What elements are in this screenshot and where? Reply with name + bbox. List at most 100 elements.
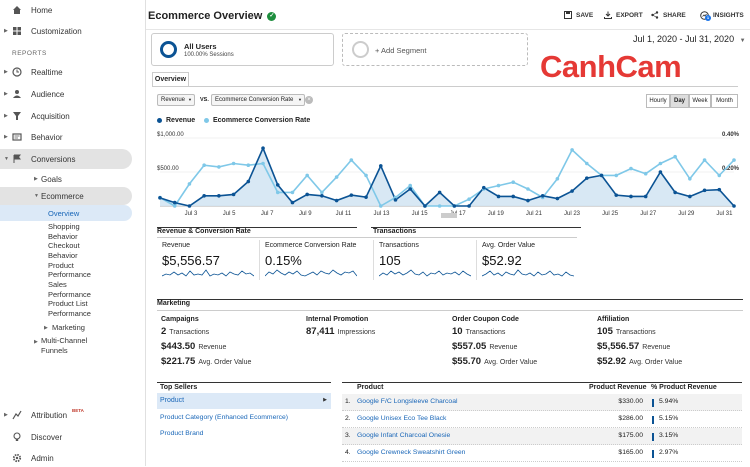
sidebar-item-ecommerce[interactable]: ▼ Ecommerce (0, 187, 132, 205)
conversion-rate-point (187, 182, 192, 186)
sidebar-item-label: Funnels (41, 346, 68, 355)
marketing-title: Order Coupon Code (452, 316, 519, 323)
revenue-point (467, 204, 471, 208)
metric1-select[interactable]: Revenue ▼ (157, 94, 195, 106)
sidebar-item-label: Home (31, 5, 53, 15)
sidebar-item-audience[interactable]: ▶ Audience (0, 85, 146, 103)
x-tick-label: Jul 13 (373, 211, 390, 217)
save-button[interactable]: SAVE (564, 11, 593, 19)
revenue-point (305, 192, 309, 197)
save-icon (564, 11, 572, 19)
revenue-point (334, 198, 339, 203)
marketing-revenue-label: Revenue (198, 344, 227, 351)
month-button[interactable]: Month (711, 94, 738, 108)
kpi-value: $52.92 (482, 253, 522, 268)
sidebar-item-conversions[interactable]: ▼ Conversions (0, 149, 132, 169)
insights-icon: 1 (700, 11, 711, 21)
sidebar-item-realtime[interactable]: ▶ Realtime (0, 63, 146, 81)
sidebar-item-customization[interactable]: ▶ Customization (0, 22, 146, 40)
sidebar-item-admin[interactable]: Admin (0, 449, 146, 467)
table-row[interactable]: 4. Google Crewneck Sweatshirt Green $165.0… (342, 445, 742, 462)
top-sellers-category[interactable]: Product Category (Enhanced Ecommerce) (160, 414, 289, 421)
segment-all-users[interactable]: All Users 100.00% Sessions (151, 33, 334, 66)
revenue-point (540, 194, 545, 198)
product-link[interactable]: Google Unisex Eco Tee Black (357, 415, 447, 422)
top-sellers-product[interactable]: Product ▶ (157, 393, 331, 409)
flag-icon (12, 154, 22, 164)
divider (157, 237, 577, 238)
sidebar-item-label: Admin (31, 453, 54, 463)
line-chart: $1,000.00 $500.00 0.40% 0.20% Jul 3 Jul 5 Jul … (157, 132, 740, 218)
sidebar-item-label: Performance (48, 290, 91, 299)
page-title: Ecommerce Overview ✓ (148, 10, 277, 22)
revenue-point (599, 173, 604, 178)
sidebar-item-behavior[interactable]: ▶ Behavior (0, 128, 146, 146)
date-range-picker[interactable]: Jul 1, 2020 - Jul 31, 2020 ▼ (633, 34, 746, 44)
export-icon (604, 11, 612, 19)
sidebar-item-home[interactable]: Home (0, 1, 146, 19)
y-axis-label-right: 0.40% (722, 132, 740, 138)
marketing-count-label: Transactions (615, 329, 656, 336)
sidebar-item-attribution[interactable]: ▶ Attribution BETA (0, 406, 146, 424)
share-button[interactable]: SHARE (651, 11, 686, 19)
sidebar-item-label: Conversions (31, 154, 76, 164)
marketing-count-label: Transactions (169, 329, 210, 336)
product-link[interactable]: Google Infant Charcoal Onesie (357, 432, 451, 439)
sidebar-item-overview[interactable]: Overview (0, 205, 132, 221)
page-title-text: Ecommerce Overview (148, 10, 263, 22)
revenue-point (496, 194, 501, 199)
table-row[interactable]: 2. Google Unisex Eco Tee Black $286.00 5.15… (342, 411, 742, 428)
insights-button[interactable]: 1 INSIGHTS (700, 11, 744, 21)
revenue-point (481, 185, 486, 190)
sidebar-item-label: Realtime (31, 67, 63, 77)
caret-right-icon: ▶ (34, 339, 38, 345)
sidebar-item-goals[interactable]: ▶ Goals (0, 170, 146, 188)
acquisition-icon (12, 111, 22, 121)
conversion-rate-point (320, 190, 324, 195)
conversion-rate-point (290, 190, 295, 195)
metric2-select[interactable]: Ecommerce Conversion Rate ▼ (211, 94, 305, 106)
metric1-value: Revenue (161, 97, 186, 103)
table-row[interactable]: 3. Google Infant Charcoal Onesie $175.00 3.… (342, 428, 742, 445)
share-icon (651, 11, 659, 19)
revenue-point (158, 196, 162, 200)
marketing-aov-label: Avg. Order Value (198, 359, 252, 366)
conversion-rate-point (334, 175, 339, 179)
week-button[interactable]: Week (689, 94, 711, 108)
top-sellers-brand[interactable]: Product Brand (160, 430, 204, 437)
conversion-rate-point (305, 173, 309, 178)
export-button[interactable]: EXPORT (604, 11, 643, 19)
person-icon (12, 89, 22, 99)
sidebar-item-label: Performance (48, 309, 91, 318)
marketing-revenue: $557.05 (452, 341, 487, 352)
revenue-point (555, 196, 560, 201)
revenue-point (702, 188, 707, 193)
col-header-revenue: Product Revenue (589, 384, 647, 391)
top-sellers-label: Product (160, 397, 185, 404)
marketing-count-label: Transactions (465, 329, 506, 336)
day-button[interactable]: Day (670, 94, 689, 108)
kpi-value: 0.15% (265, 253, 302, 268)
table-row[interactable]: 1. Google F/C Longsleeve Charcoal $330.00 5… (342, 394, 742, 411)
kpi-label: Avg. Order Value (482, 242, 536, 249)
marketing-count: 105 (597, 326, 613, 337)
remove-metric-icon[interactable]: × (305, 96, 313, 104)
sidebar-item-discover[interactable]: Discover (0, 428, 146, 446)
product-link[interactable]: Google Crewneck Sweatshirt Green (357, 449, 466, 456)
conversion-rate-point (349, 158, 354, 162)
y-axis-label-left: $500.00 (157, 166, 179, 172)
tab-overview[interactable]: Overview (152, 72, 189, 86)
pct-bar (652, 450, 654, 458)
hourly-button[interactable]: Hourly (646, 94, 670, 108)
pct-bar (652, 416, 654, 424)
revenue-point (585, 176, 589, 180)
sidebar-item-label: Marketing (52, 323, 85, 332)
sidebar-item-acquisition[interactable]: ▶ Acquisition (0, 107, 146, 125)
product-link[interactable]: Google F/C Longsleeve Charcoal (357, 398, 458, 405)
x-tick-label: Jul 7 (261, 211, 274, 217)
add-segment-button[interactable]: + Add Segment (342, 33, 528, 66)
product-revenue: $330.00 (618, 398, 643, 405)
conversion-rate-point (614, 173, 619, 178)
beta-badge: BETA (72, 408, 84, 413)
revenue-point (732, 204, 736, 208)
